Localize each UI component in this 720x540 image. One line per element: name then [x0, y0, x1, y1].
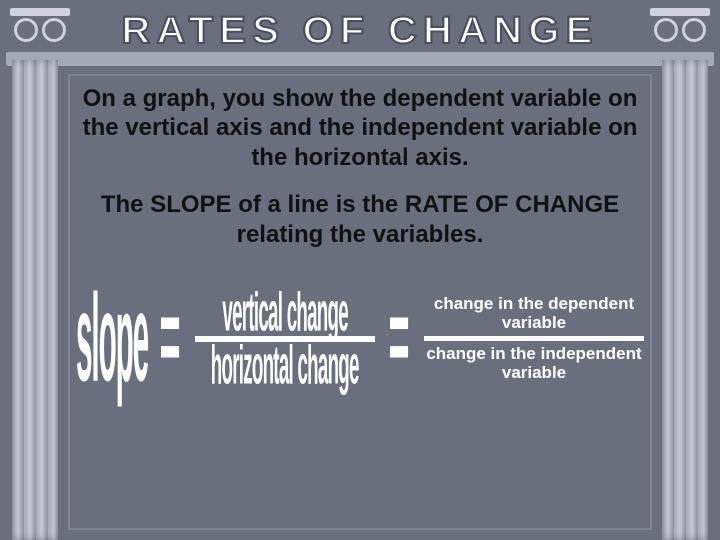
equals-sign-2: =	[389, 278, 410, 399]
fraction2-bar-icon	[424, 336, 644, 341]
fraction-variables: change in the dependent variable change …	[424, 295, 644, 383]
fraction2-denominator: change in the independent variable	[424, 345, 644, 382]
right-pillar-icon	[662, 60, 708, 540]
fraction1-denominator: horizontal change	[211, 333, 359, 398]
fraction2-numerator: change in the dependent variable	[424, 295, 644, 332]
slope-label: slope	[76, 267, 115, 410]
equals-sign-1: =	[160, 278, 181, 399]
paragraph-axes: On a graph, you show the dependent varia…	[76, 84, 644, 172]
right-ionic-capital-icon	[650, 6, 710, 56]
slide: RATES OF CHANGE On a graph, you show the…	[0, 0, 720, 540]
slope-formula: slope = vertical change horizontal chang…	[76, 264, 644, 414]
left-pillar-icon	[12, 60, 58, 540]
slide-title: RATES OF CHANGE	[56, 10, 665, 53]
content-panel: On a graph, you show the dependent varia…	[68, 74, 652, 530]
paragraph-slope: The SLOPE of a line is the RATE OF CHANG…	[76, 190, 644, 250]
title-bar: RATES OF CHANGE	[0, 0, 720, 62]
fraction-change: vertical change horizontal change	[195, 297, 375, 381]
